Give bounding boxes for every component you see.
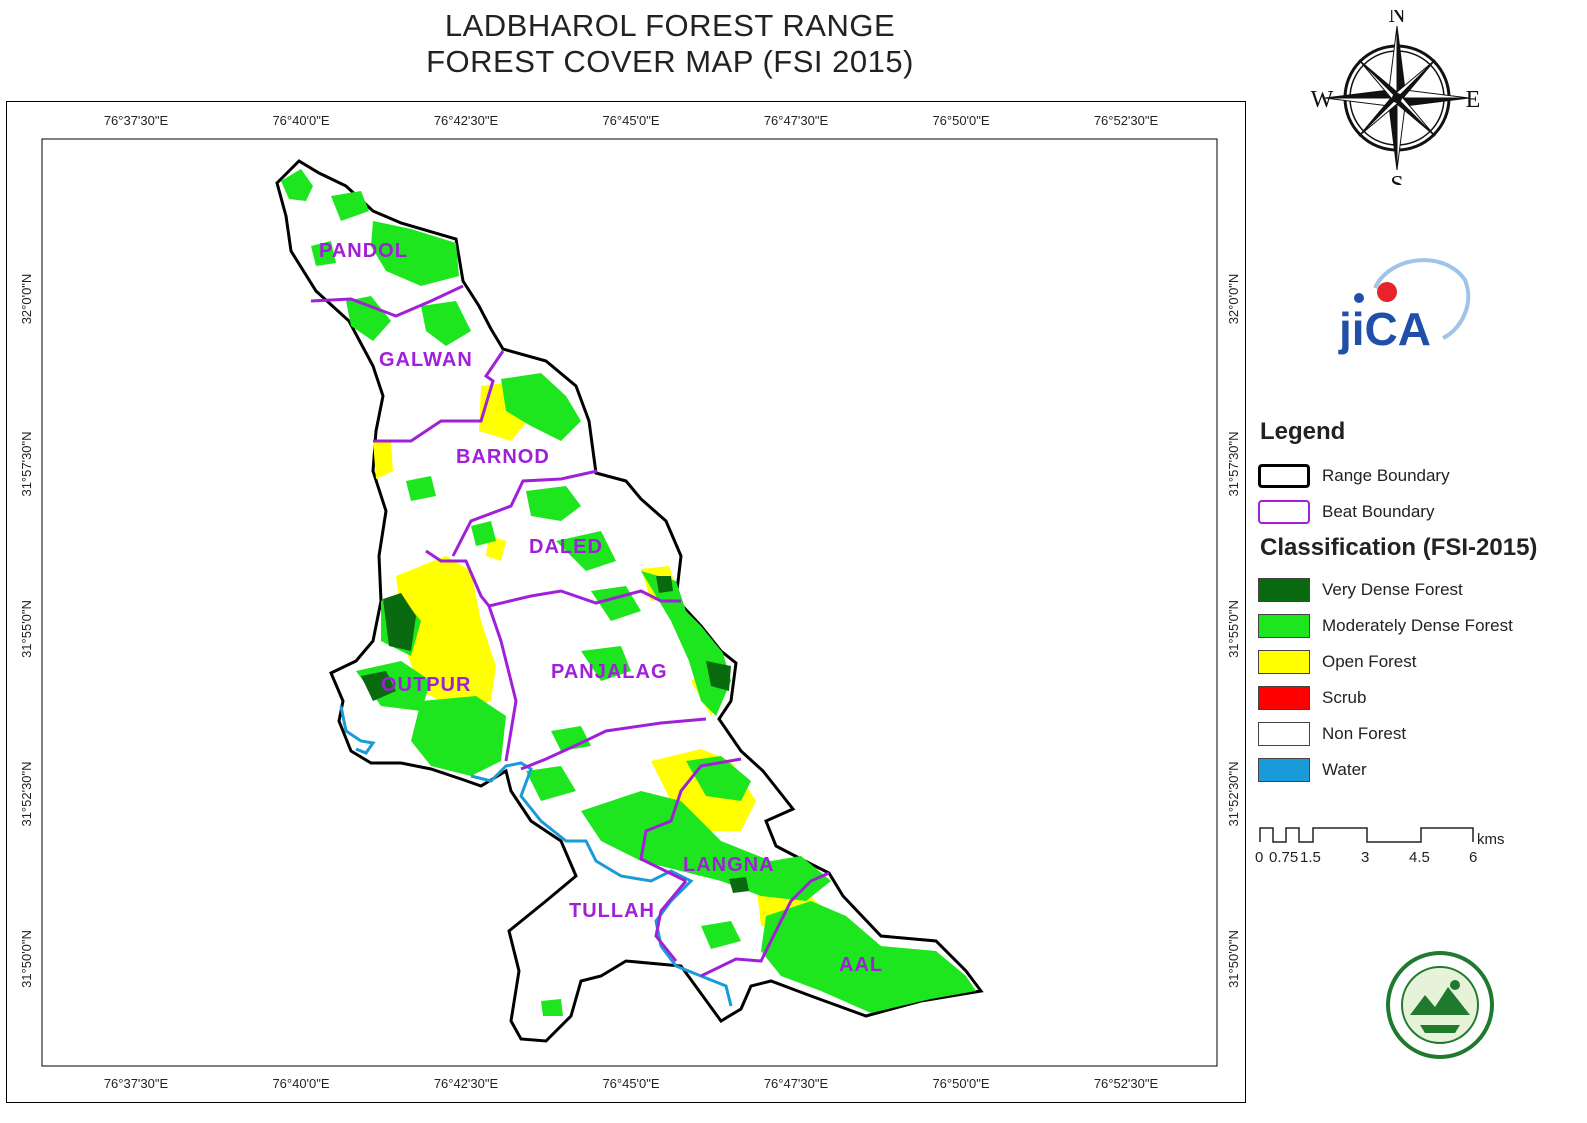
longitude-label: 76°45'0"E	[602, 1076, 659, 1091]
legend-item-moderately-dense-forest: Moderately Dense Forest	[1258, 608, 1578, 644]
beat-label-galwan: GALWAN	[379, 349, 473, 371]
map-title-line-1: LADBHAROL FOREST RANGE	[444, 8, 896, 43]
longitude-label: 76°52'30"E	[1094, 113, 1159, 128]
longitude-label: 76°42'30"E	[434, 1076, 499, 1091]
latitude-label: 31°57'30"N	[1226, 431, 1241, 496]
longitude-label: 76°50'0"E	[932, 113, 989, 128]
latitude-label: 31°55'0"N	[1226, 600, 1241, 658]
longitude-label: 76°50'0"E	[932, 1076, 989, 1091]
longitude-label: 76°47'30"E	[764, 113, 829, 128]
very-dense-forest-patches	[361, 576, 749, 893]
latitude-label: 31°50'0"N	[1226, 930, 1241, 988]
scale-label: 6	[1469, 849, 1477, 866]
legend-item-range-boundary: Range Boundary	[1258, 458, 1578, 494]
jica-logo-icon: jiCA	[1338, 258, 1471, 355]
beat-label-barnod: BARNOD	[456, 446, 550, 468]
latitude-label: 31°50'0"N	[19, 930, 34, 988]
scale-label: 1.5	[1300, 849, 1321, 866]
longitude-label: 76°40'0"E	[272, 113, 329, 128]
scale-label: 3	[1361, 849, 1369, 866]
water-features	[339, 705, 733, 1007]
forest-department-seal-icon	[1386, 951, 1494, 1059]
beat-label-tullah: TULLAH	[569, 900, 655, 922]
beat-labels: PANDOL GALWAN BARNOD DALED PANJALAG OUTP…	[319, 240, 883, 976]
map-canvas[interactable]: 76°37'30"E 76°40'0"E 76°42'30"E 76°45'0"…	[7, 102, 1247, 1104]
water-swatch	[1258, 758, 1310, 782]
latitude-label: 31°57'30"N	[19, 431, 34, 496]
moderately-dense-forest-swatch	[1258, 614, 1310, 638]
legend-title: Legend	[1260, 418, 1346, 445]
scale-label: 4.5	[1409, 849, 1430, 866]
legend-label: Non Forest	[1322, 724, 1407, 743]
latitude-label: 32°0'0"N	[1226, 274, 1241, 325]
longitude-label: 76°52'30"E	[1094, 1076, 1159, 1091]
scale-label: 0.75	[1269, 849, 1298, 866]
beat-boundary-swatch	[1258, 500, 1310, 524]
latitude-label: 32°0'0"N	[19, 274, 34, 325]
compass-north: N	[1388, 10, 1405, 28]
compass-south: S	[1390, 172, 1403, 185]
beat-label-aal: AAL	[839, 954, 883, 976]
longitude-label: 76°42'30"E	[434, 113, 499, 128]
scale-unit: kms	[1477, 831, 1505, 848]
latitude-labels-left: 32°0'0"N 31°57'30"N 31°55'0"N 31°52'30"N…	[19, 274, 34, 988]
beat-label-langna: LANGNA	[683, 854, 775, 876]
legend-item-water: Water	[1258, 752, 1578, 788]
beat-label-pandol: PANDOL	[319, 240, 408, 262]
scale-label: 0	[1255, 849, 1263, 866]
compass-east: E	[1466, 87, 1481, 113]
latitude-labels-right: 32°0'0"N 31°57'30"N 31°55'0"N 31°52'30"N…	[1226, 274, 1241, 988]
classification-title: Classification (FSI-2015)	[1260, 534, 1538, 561]
legend-item-non-forest: Non Forest	[1258, 716, 1578, 752]
latitude-label: 31°52'30"N	[19, 761, 34, 826]
longitude-label: 76°40'0"E	[272, 1076, 329, 1091]
range-boundary-swatch	[1258, 464, 1310, 488]
legend-item-beat-boundary: Beat Boundary	[1258, 494, 1578, 530]
legend-item-very-dense-forest: Very Dense Forest	[1258, 572, 1578, 608]
beat-boundaries	[310, 284, 830, 978]
map-frame: 76°37'30"E 76°40'0"E 76°42'30"E 76°45'0"…	[6, 101, 1246, 1103]
latitude-label: 31°52'30"N	[1226, 761, 1241, 826]
legend-item-scrub: Scrub	[1258, 680, 1578, 716]
scrub-swatch	[1258, 686, 1310, 710]
jica-logo-text: jiCA	[1338, 303, 1431, 355]
beat-label-outpur: OUTPUR	[381, 674, 471, 696]
legend-label: Open Forest	[1322, 652, 1417, 671]
legend-label: Scrub	[1322, 688, 1367, 707]
longitude-label: 76°37'30"E	[104, 1076, 169, 1091]
compass-west: W	[1311, 87, 1334, 113]
map-neatline	[41, 138, 1218, 1067]
legend-item-open-forest: Open Forest	[1258, 644, 1578, 680]
non-forest-swatch	[1258, 722, 1310, 746]
legend-label: Moderately Dense Forest	[1322, 616, 1513, 635]
longitude-labels-bottom: 76°37'30"E 76°40'0"E 76°42'30"E 76°45'0"…	[104, 1076, 1159, 1091]
legend-label: Very Dense Forest	[1322, 580, 1463, 599]
longitude-labels-top: 76°37'30"E 76°40'0"E 76°42'30"E 76°45'0"…	[104, 113, 1159, 128]
open-forest-swatch	[1258, 650, 1310, 674]
longitude-label: 76°45'0"E	[602, 113, 659, 128]
moderately-dense-forest-patches	[281, 169, 976, 1016]
legend-label: Beat Boundary	[1322, 502, 1435, 521]
beat-label-daled: DALED	[529, 536, 603, 558]
compass-rose-icon: N S E W	[1311, 10, 1481, 185]
beat-label-panjalag: PANJALAG	[551, 661, 668, 683]
scale-bar: 0 0.75 1.5 3 4.5 6 kms	[1255, 827, 1505, 866]
legend: Legend Range Boundary Beat Boundary Clas…	[1258, 418, 1578, 788]
legend-label: Water	[1322, 760, 1367, 779]
very-dense-forest-swatch	[1258, 578, 1310, 602]
map-title-line-2: FOREST COVER MAP (FSI 2015)	[426, 44, 914, 79]
longitude-label: 76°47'30"E	[764, 1076, 829, 1091]
legend-label: Range Boundary	[1322, 466, 1450, 485]
latitude-label: 31°55'0"N	[19, 600, 34, 658]
longitude-label: 76°37'30"E	[104, 113, 169, 128]
